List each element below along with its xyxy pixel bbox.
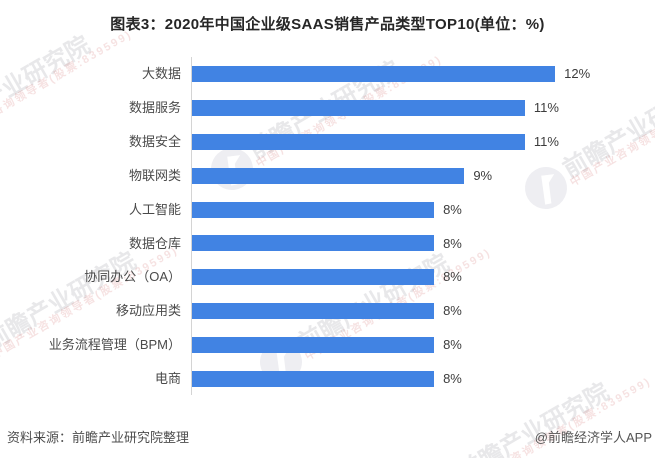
category-label: 物联网类 bbox=[128, 167, 181, 183]
bar bbox=[192, 99, 525, 116]
value-label: 8% bbox=[443, 337, 462, 353]
credit-note: @前瞻经济学人APP bbox=[534, 430, 652, 445]
y-axis-line bbox=[191, 57, 192, 395]
bar bbox=[192, 370, 435, 387]
bar-row: 移动应用类 8% bbox=[0, 294, 655, 328]
category-label: 数据服务 bbox=[128, 100, 181, 116]
value-label: 11% bbox=[533, 133, 559, 149]
value-label: 8% bbox=[443, 303, 462, 319]
bar bbox=[192, 235, 435, 252]
bar-row: 人工智能 8% bbox=[0, 193, 655, 227]
bar-row: 协同办公（OA） 8% bbox=[0, 260, 655, 294]
value-label: 8% bbox=[443, 235, 462, 251]
category-label: 业务流程管理（BPM） bbox=[48, 337, 181, 353]
bar bbox=[192, 201, 435, 218]
value-label: 11% bbox=[533, 100, 559, 116]
category-label: 数据安全 bbox=[128, 133, 181, 149]
bar-row: 数据服务 11% bbox=[0, 91, 655, 125]
category-label: 人工智能 bbox=[128, 201, 181, 217]
category-label: 协同办公（OA） bbox=[84, 269, 181, 285]
bar bbox=[192, 303, 435, 320]
bar-row: 数据仓库 8% bbox=[0, 227, 655, 261]
bar bbox=[192, 66, 556, 83]
data-source-note: 资料来源：前瞻产业研究院整理 bbox=[7, 430, 190, 445]
chart-title: 图表3：2020年中国企业级SAAS销售产品类型TOP10(单位：%) bbox=[110, 16, 545, 33]
bar bbox=[192, 337, 435, 353]
bar-row: 大数据 12% bbox=[0, 57, 655, 91]
bar-row: 业务流程管理（BPM） 8% bbox=[0, 328, 655, 362]
bar-row: 数据安全 11% bbox=[0, 125, 655, 159]
bar bbox=[192, 167, 465, 184]
value-label: 8% bbox=[443, 201, 462, 217]
value-label: 9% bbox=[473, 167, 493, 183]
value-label: 12% bbox=[564, 66, 591, 82]
bar bbox=[192, 269, 435, 286]
bar-row: 物联网类 9% bbox=[0, 159, 655, 193]
category-label: 大数据 bbox=[141, 66, 181, 82]
bar-row: 电商 8% bbox=[0, 362, 655, 396]
bar bbox=[192, 133, 525, 150]
value-label: 8% bbox=[443, 370, 462, 386]
category-label: 电商 bbox=[154, 370, 181, 386]
category-label: 移动应用类 bbox=[115, 303, 181, 319]
value-label: 8% bbox=[443, 269, 462, 285]
category-label: 数据仓库 bbox=[128, 235, 181, 251]
